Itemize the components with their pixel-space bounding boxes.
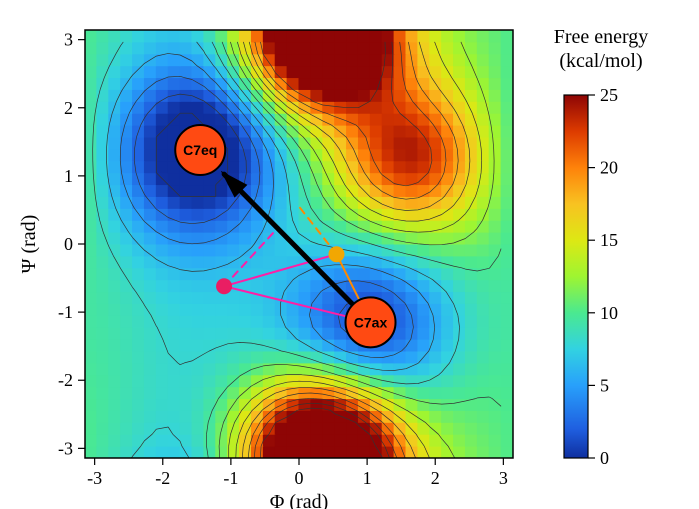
y-tick-label: 0 <box>64 234 73 254</box>
x-tick-label: -3 <box>87 468 102 488</box>
colorbar-title-line1: Free energy <box>554 26 649 48</box>
y-axis-label: Ψ (rad) <box>18 215 40 274</box>
colorbar-title-line2: (kcal/mol) <box>559 50 642 72</box>
basin-label-c7ax: C7ax <box>354 314 388 330</box>
x-tick-label: 1 <box>363 468 372 488</box>
colorbar-tick-label: 15 <box>600 230 618 250</box>
y-tick-label: -3 <box>58 438 73 458</box>
x-tick-label: 0 <box>295 468 304 488</box>
x-tick-label: 2 <box>431 468 440 488</box>
plot-area: C7eq C7ax <box>85 30 514 459</box>
colorbar-tick-label: 10 <box>600 303 618 323</box>
colorbar-tick-label: 25 <box>600 85 618 105</box>
x-tick-label: -2 <box>155 468 170 488</box>
colorbar-tick-label: 5 <box>600 375 609 395</box>
colorbar: 0 5 10 15 20 25 Free energy (kcal/mol) <box>554 26 649 468</box>
y-tick-label: -1 <box>58 302 73 322</box>
y-tick-label: 2 <box>64 98 73 118</box>
waypoint-b <box>328 246 344 262</box>
x-tick-label: 3 <box>499 468 508 488</box>
y-tick-label: 1 <box>64 166 73 186</box>
x-ticks: -3 -2 -1 0 1 2 3 <box>87 458 508 488</box>
x-tick-label: -1 <box>223 468 238 488</box>
free-energy-figure: C7eq C7ax -3 -2 -1 0 1 2 3 -3 -2 -1 0 1 2 3 Φ (rad) Ψ… <box>0 0 699 509</box>
colorbar-tick-label: 0 <box>600 448 609 468</box>
colorbar-tick-label: 20 <box>600 158 618 178</box>
y-tick-label: -2 <box>58 370 73 390</box>
y-ticks: -3 -2 -1 0 1 2 3 <box>58 30 85 459</box>
y-tick-label: 3 <box>64 30 73 50</box>
basin-label-c7eq: C7eq <box>183 142 217 158</box>
x-axis-label: Φ (rad) <box>270 491 328 509</box>
waypoint-a <box>216 278 232 294</box>
